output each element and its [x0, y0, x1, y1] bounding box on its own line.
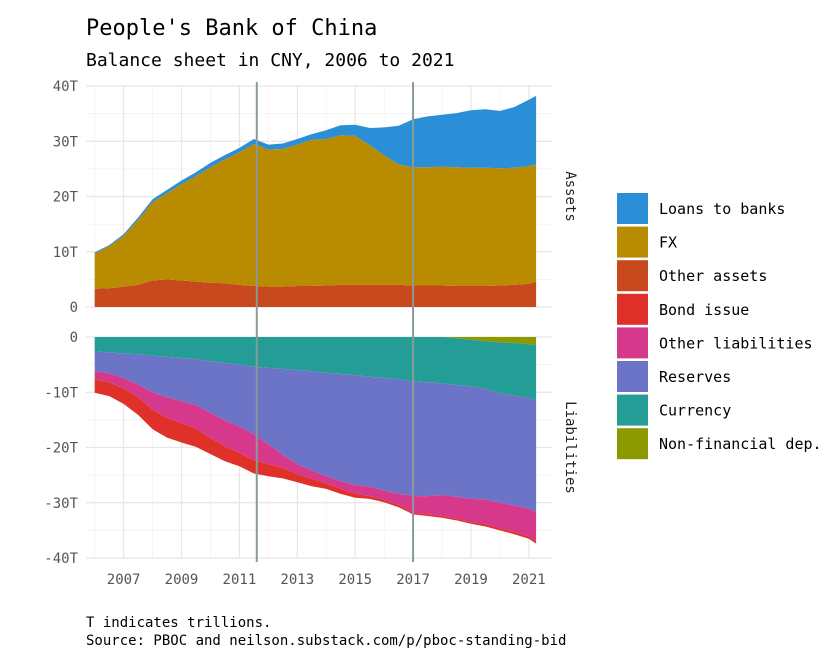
liabilities-panel: 0 -10T -20T -30T -40T Liabilities — [44, 330, 578, 567]
legend: Loans to banks FX Other assets Bond issue Ot… — [617, 193, 822, 460]
y-tick-label: 0 — [70, 330, 78, 346]
x-tick-label: 2021 — [512, 572, 546, 588]
area-fx — [94, 135, 537, 289]
assets-panel: 40T 30T 20T 10T 0 Assets — [53, 79, 578, 316]
y-tick-label: 20T — [53, 190, 79, 206]
y-tick-label: -10T — [44, 385, 78, 401]
chart-title: People's Bank of China — [86, 16, 378, 41]
facet-label-assets: Assets — [562, 171, 578, 222]
caption-trillions-note: T indicates trillions. — [86, 615, 272, 631]
legend-swatch-non-financial-dep — [617, 428, 648, 460]
legend-swatch-reserves — [617, 361, 648, 392]
legend-label-other-assets: Other assets — [659, 267, 767, 285]
x-tick-label: 2007 — [107, 572, 141, 588]
x-tick-label: 2009 — [165, 572, 199, 588]
x-tick-label: 2013 — [280, 572, 314, 588]
y-tick-label: -30T — [44, 496, 78, 512]
area-non-financial-dep — [94, 337, 537, 346]
legend-label-reserves: Reserves — [659, 368, 731, 386]
y-tick-label: -40T — [44, 551, 78, 567]
x-tick-label: 2011 — [223, 572, 257, 588]
facet-label-liabilities: Liabilities — [562, 401, 578, 494]
legend-label-bond-issue: Bond issue — [659, 301, 749, 319]
vertical-lines — [255, 82, 415, 562]
legend-label-loans-to-banks: Loans to banks — [659, 200, 785, 218]
legend-label-other-liabilities: Other liabilities — [659, 334, 813, 352]
y-tick-label: 0 — [70, 300, 78, 316]
area-bond-issue — [94, 379, 537, 544]
legend-label-currency: Currency — [659, 402, 731, 420]
area-reserves — [94, 351, 537, 513]
legend-swatch-other-assets — [617, 260, 648, 292]
area-loans-to-banks — [94, 95, 537, 254]
y-tick-label: 10T — [53, 245, 79, 261]
area-currency — [94, 337, 537, 401]
y-tick-label: -20T — [44, 441, 78, 457]
legend-swatch-currency — [617, 394, 648, 426]
area-other-liabilities — [94, 371, 537, 542]
chart-subtitle: Balance sheet in CNY, 2006 to 2021 — [86, 50, 455, 71]
y-tick-label: 30T — [53, 134, 79, 150]
x-tick-label: 2017 — [396, 572, 430, 588]
x-tick-label: 2019 — [454, 572, 488, 588]
legend-swatch-fx — [617, 226, 648, 258]
legend-swatch-loans-to-banks — [617, 193, 648, 224]
legend-label-fx: FX — [659, 234, 677, 252]
legend-swatch-other-liabilities — [617, 327, 648, 359]
x-tick-label: 2015 — [338, 572, 372, 588]
legend-label-non-financial-dep: Non-financial dep. — [659, 435, 822, 453]
x-axis: 2007 2009 2011 2013 2015 2017 2019 2021 — [107, 572, 546, 588]
y-tick-label: 40T — [53, 79, 79, 95]
caption-source: Source: PBOC and neilson.substack.com/p/… — [86, 633, 567, 649]
area-other-assets — [94, 279, 537, 307]
legend-swatch-bond-issue — [617, 293, 648, 325]
